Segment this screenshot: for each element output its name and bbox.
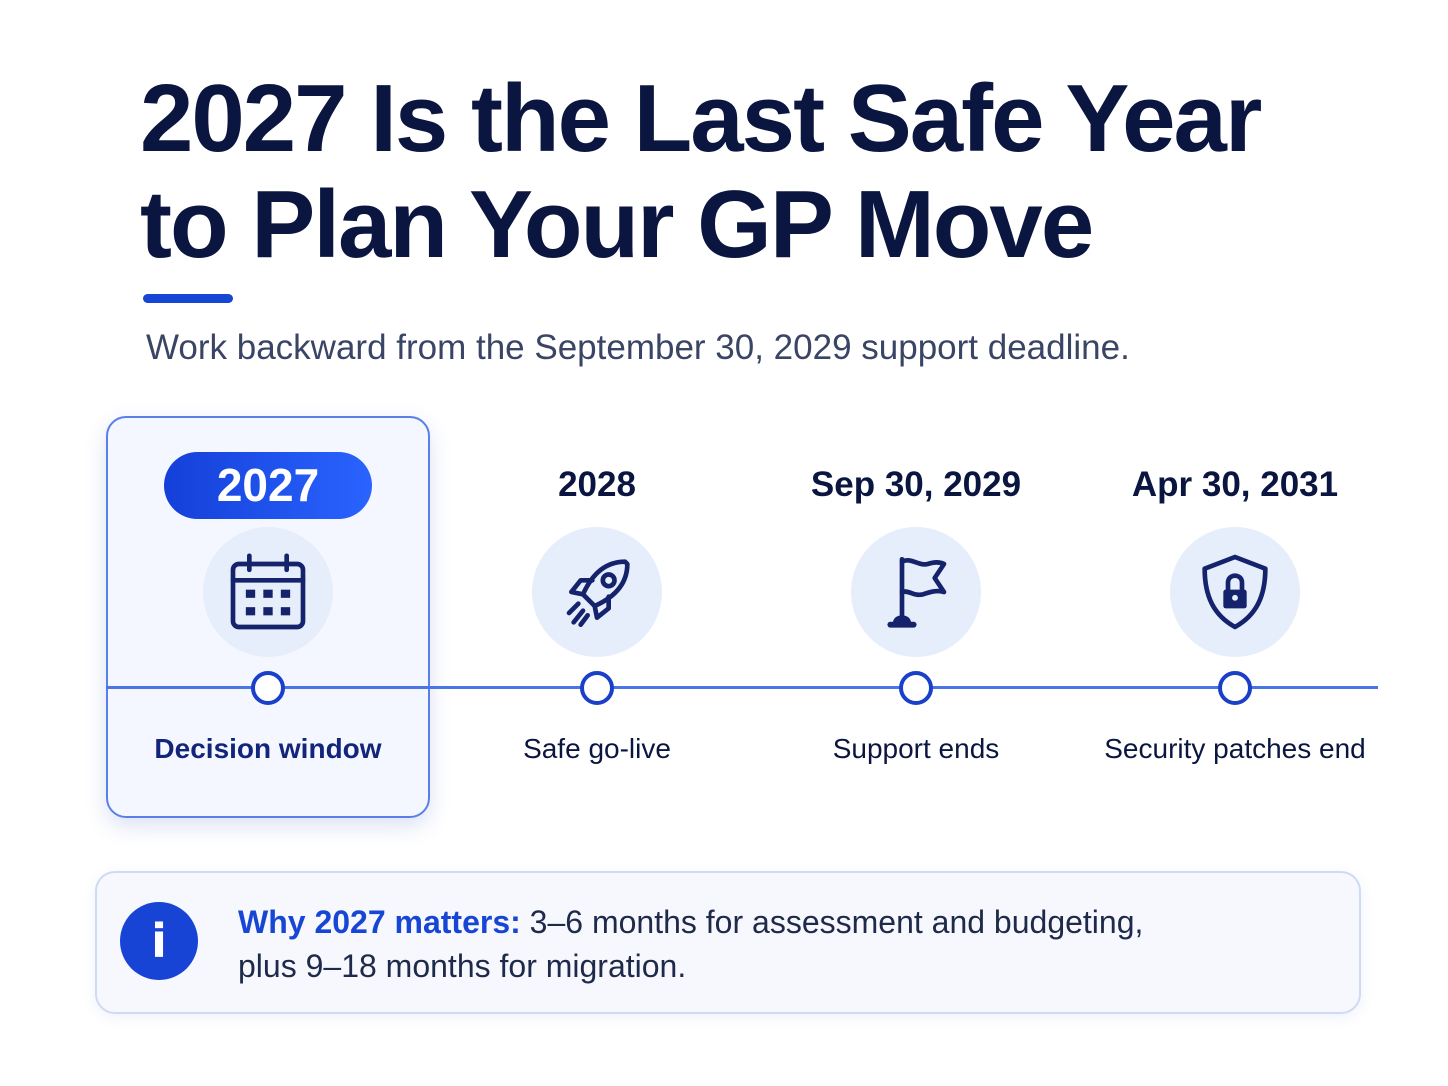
milestone-date: 2028 bbox=[558, 465, 636, 504]
why-2027-callout bbox=[95, 871, 1361, 1014]
milestone-date-pill: 2027 bbox=[164, 452, 372, 519]
title-accent-bar bbox=[143, 294, 233, 303]
title-line-1: 2027 Is the Last Safe Year bbox=[140, 65, 1262, 172]
title-line-2: to Plan Your GP Move bbox=[140, 171, 1094, 278]
milestone-caption: Security patches end bbox=[1104, 733, 1366, 764]
milestone-icon-badge bbox=[203, 527, 333, 657]
callout-lead: Why 2027 matters: bbox=[238, 904, 521, 940]
milestone-icon-badge bbox=[851, 527, 981, 657]
timeline-dot bbox=[251, 671, 285, 705]
timeline-dot bbox=[580, 671, 614, 705]
flag-icon bbox=[887, 557, 947, 628]
milestone-date: Sep 30, 2029 bbox=[810, 465, 1022, 504]
shield-lock-icon bbox=[1202, 554, 1268, 630]
timeline-dot bbox=[1218, 671, 1252, 705]
callout-line-2: plus 9–18 months for migration. bbox=[238, 948, 687, 984]
milestone-icon-badge bbox=[532, 527, 662, 657]
timeline-line bbox=[106, 686, 1378, 689]
rocket-icon bbox=[566, 559, 630, 627]
timeline-dot bbox=[899, 671, 933, 705]
subtitle: Work backward from the September 30, 202… bbox=[146, 328, 1130, 367]
page-title: 2027 Is the Last Safe Year to Plan Your … bbox=[140, 66, 1400, 278]
milestone-date: Apr 30, 2031 bbox=[1131, 465, 1339, 504]
callout-line-1: 3–6 months for assessment and budgeting, bbox=[520, 904, 1144, 940]
milestone-icon-badge bbox=[1170, 527, 1300, 657]
milestone-caption: Decision window bbox=[154, 733, 382, 764]
milestone-caption: Safe go-live bbox=[523, 733, 671, 764]
callout-text: Why 2027 matters: 3–6 months for assessm… bbox=[238, 900, 1338, 988]
info-icon: i bbox=[120, 902, 198, 980]
calendar-icon bbox=[230, 553, 306, 630]
milestone-caption: Support ends bbox=[832, 733, 1000, 764]
